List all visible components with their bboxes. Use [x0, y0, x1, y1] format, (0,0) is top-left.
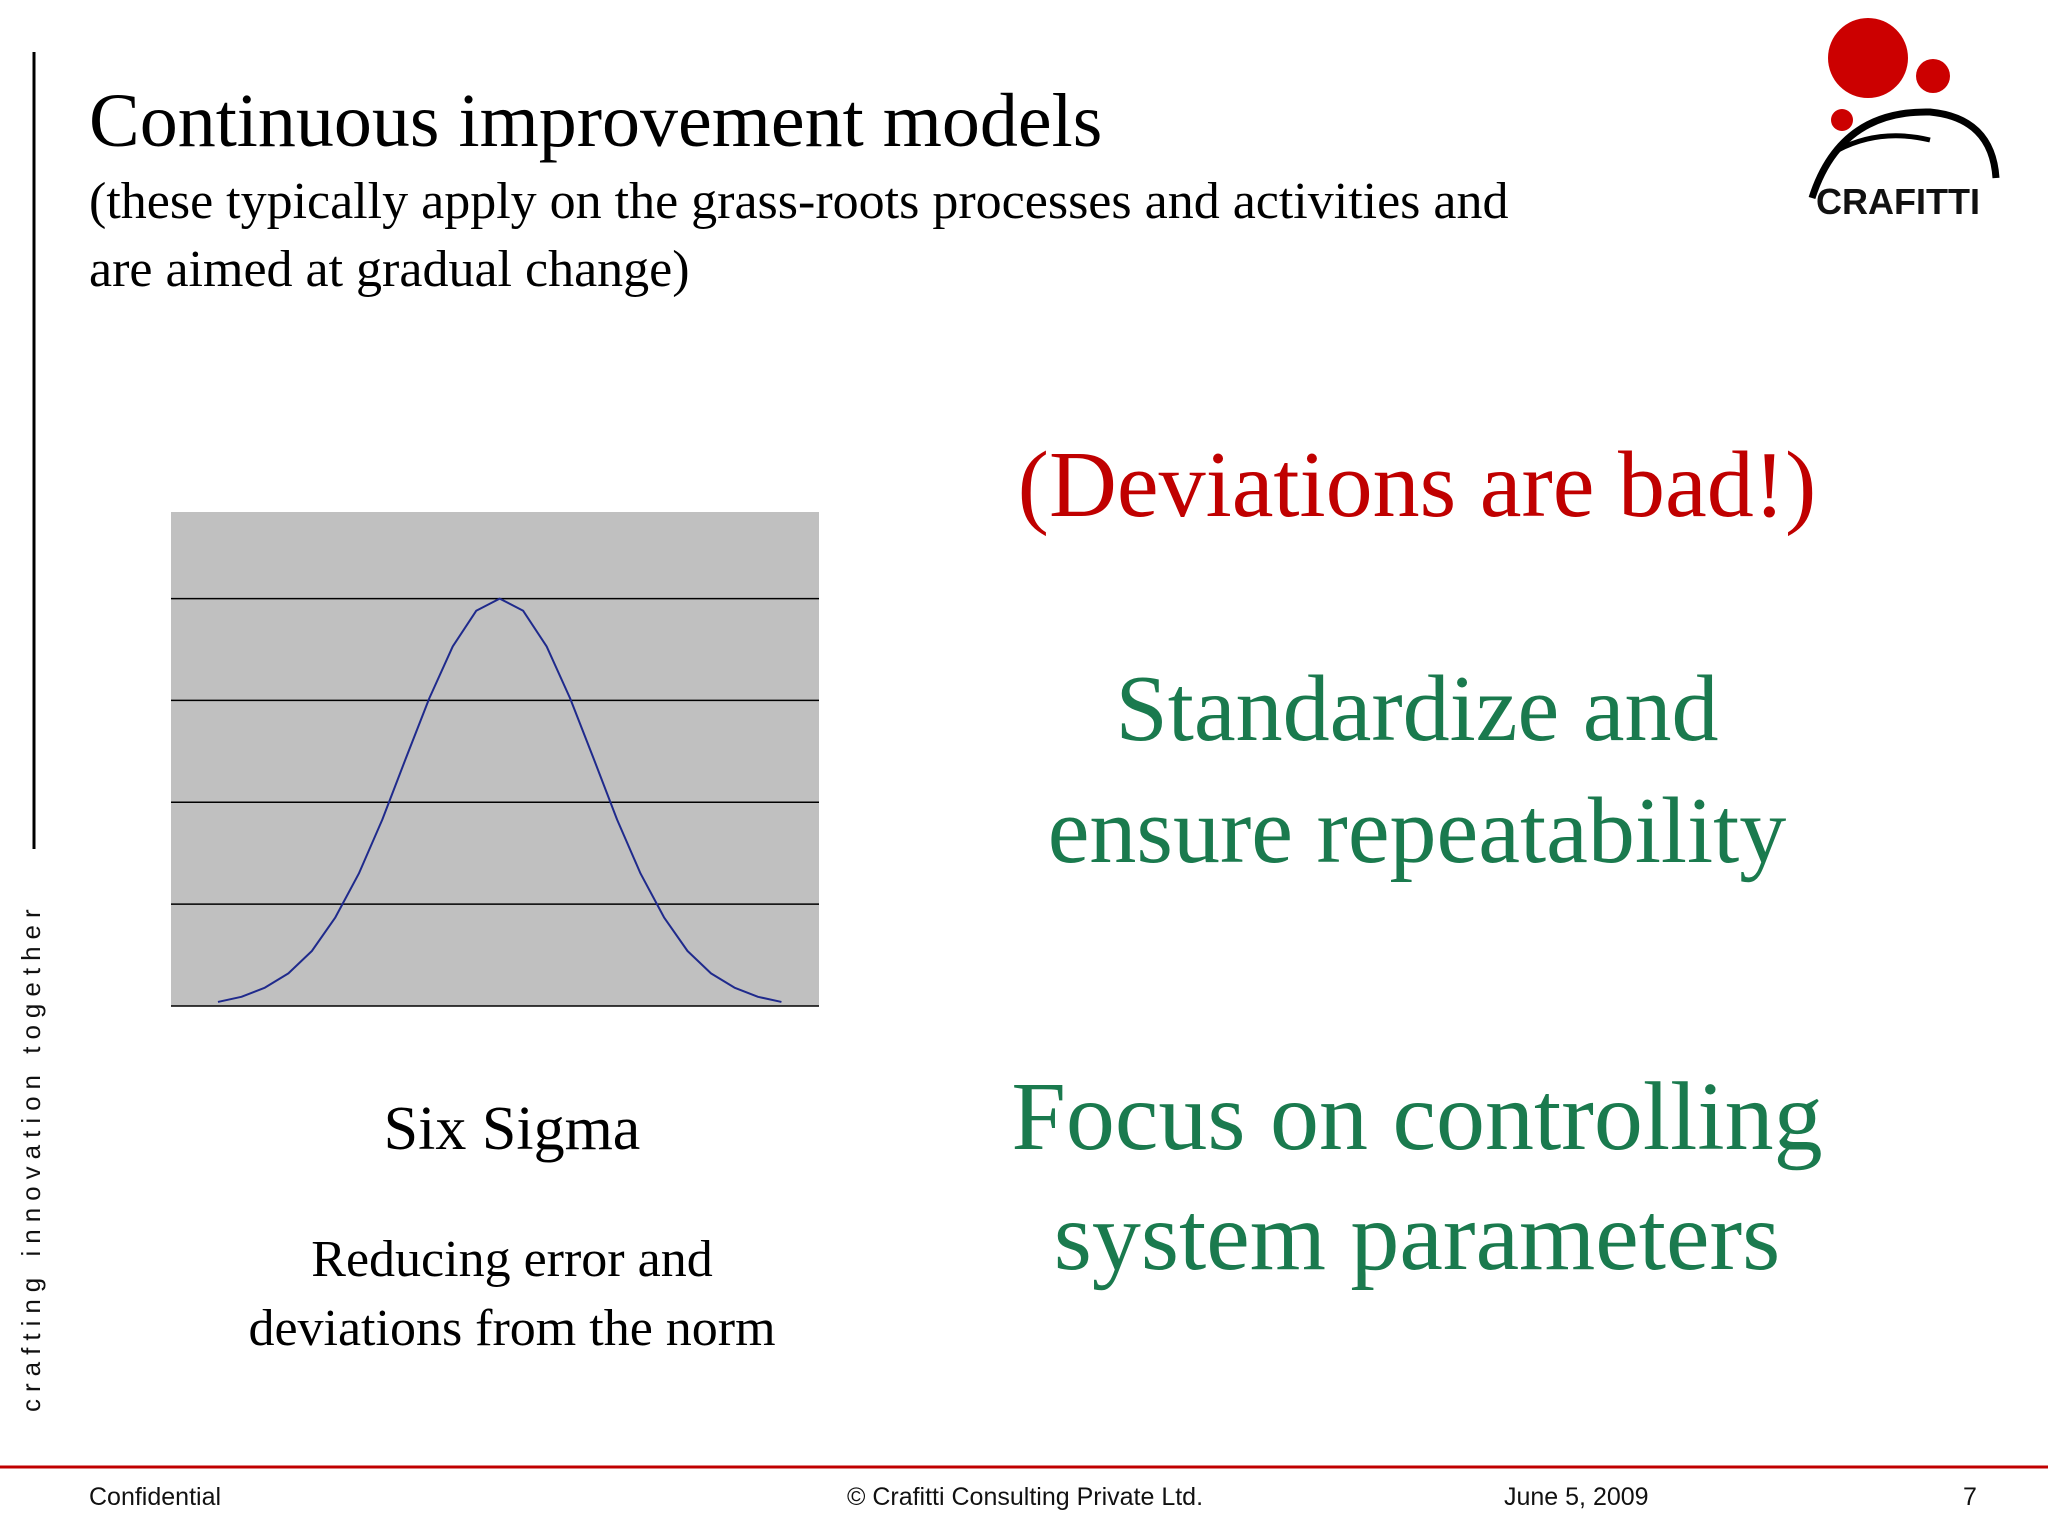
logo-dot — [1916, 59, 1950, 93]
side-tagline: crafting innovation together — [16, 902, 46, 1412]
caption-title: Six Sigma — [384, 1095, 641, 1163]
footer-confidential: Confidential — [89, 1483, 221, 1511]
bell-curve-chart — [171, 512, 819, 1007]
point-line: Focus on controlling — [1011, 1063, 1822, 1171]
subtitle-line: are aimed at gradual change) — [89, 241, 690, 298]
caption-line: deviations from the norm — [248, 1300, 775, 1357]
footer-copyright: © Crafitti Consulting Private Ltd. — [847, 1483, 1203, 1511]
logo-dot — [1831, 109, 1853, 131]
footer-date: June 5, 2009 — [1504, 1483, 1649, 1511]
right-heading: (Deviations are bad!) — [1018, 433, 1817, 537]
point-line: Standardize and — [1116, 657, 1719, 761]
plot-area — [171, 512, 819, 1006]
subtitle-line: (these typically apply on the grass-root… — [89, 173, 1509, 230]
curve — [217, 597, 782, 1003]
footer-page-number: 7 — [1963, 1483, 1977, 1511]
point-line: system parameters — [1054, 1183, 1781, 1291]
logo-arc — [1836, 133, 1931, 153]
slide-title: Continuous improvement models — [89, 79, 1102, 163]
caption-line: Reducing error and — [311, 1231, 712, 1288]
logo-dot — [1828, 18, 1908, 98]
point-line: ensure repeatability — [1048, 779, 1787, 883]
logo: CRAFITTI — [1808, 18, 2000, 222]
logo-arc — [1808, 108, 2000, 200]
logo-text: CRAFITTI — [1816, 181, 1980, 222]
